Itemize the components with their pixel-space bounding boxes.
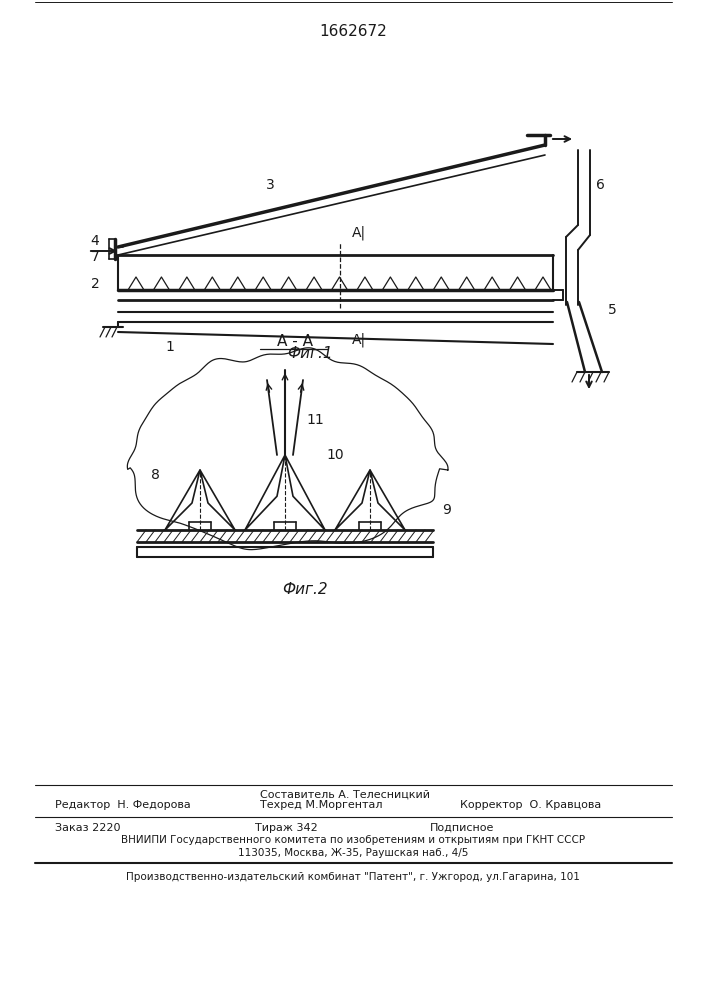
Text: 1: 1 [165,340,175,354]
Text: А - А: А - А [277,334,313,350]
Text: А|: А| [352,333,366,347]
Text: 3: 3 [266,178,274,192]
Text: Техред М.Моргентал: Техред М.Моргентал [260,800,382,810]
Text: 7: 7 [90,250,100,264]
Text: 2: 2 [90,277,100,291]
Text: Фиг.1: Фиг.1 [287,346,333,360]
Text: Производственно-издательский комбинат "Патент", г. Ужгород, ул.Гагарина, 101: Производственно-издательский комбинат "П… [126,872,580,882]
Text: А|: А| [352,226,366,240]
Text: 6: 6 [595,178,604,192]
Text: Заказ 2220: Заказ 2220 [55,823,120,833]
Text: 113035, Москва, Ж-35, Раушская наб., 4/5: 113035, Москва, Ж-35, Раушская наб., 4/5 [238,848,468,858]
Text: ВНИИПИ Государственного комитета по изобретениям и открытиям при ГКНТ СССР: ВНИИПИ Государственного комитета по изоб… [121,835,585,845]
Text: 11: 11 [306,413,324,427]
Text: Фиг.2: Фиг.2 [282,582,328,596]
Text: Подписное: Подписное [430,823,494,833]
Text: 5: 5 [607,303,617,317]
Text: 1662672: 1662672 [319,24,387,39]
Text: 10: 10 [326,448,344,462]
Text: 9: 9 [443,503,452,517]
Text: Тираж 342: Тираж 342 [255,823,317,833]
Text: Редактор  Н. Федорова: Редактор Н. Федорова [55,800,191,810]
Text: Корректор  О. Кравцова: Корректор О. Кравцова [460,800,601,810]
Text: 4: 4 [90,234,100,248]
Text: Составитель А. Телесницкий: Составитель А. Телесницкий [260,790,430,800]
Text: 8: 8 [151,468,160,482]
